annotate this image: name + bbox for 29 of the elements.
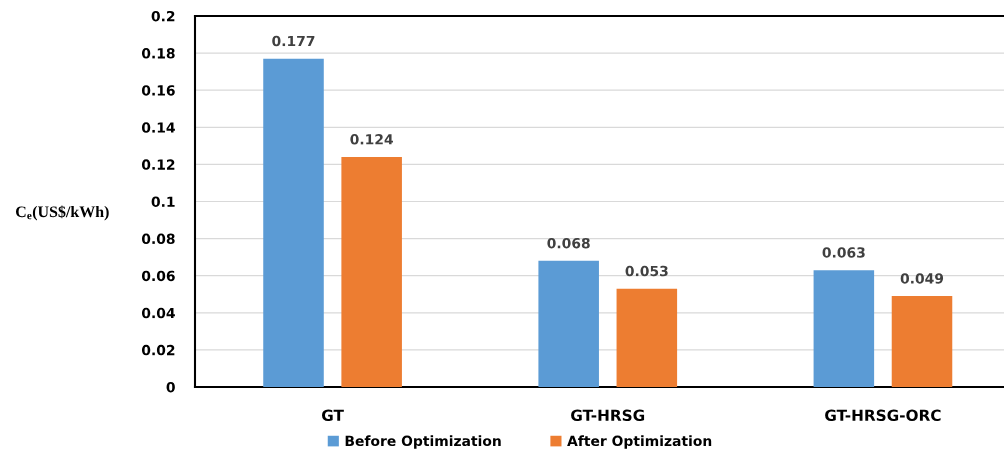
y-tick-label: 0.18: [141, 48, 175, 59]
data-label: 0.124: [350, 134, 393, 145]
y-tick-label: 0.04: [141, 307, 175, 319]
bar: [263, 58, 324, 387]
data-label: 0.068: [547, 237, 590, 249]
y-tick-label: 0.06: [141, 270, 175, 282]
y-tick-label: 0.16: [141, 85, 175, 96]
legend-label: After Optimization: [567, 435, 712, 449]
bar: [891, 296, 953, 387]
y-tick-label: 0.08: [141, 233, 175, 245]
y-tick-label: 0.02: [141, 344, 175, 356]
legend-label: Before Optimization: [345, 435, 501, 449]
y-tick-label: 0.2: [151, 10, 175, 22]
bar: [813, 270, 875, 387]
data-label: 0.049: [900, 273, 944, 284]
bar: [341, 156, 402, 387]
y-tick-label: 0.14: [141, 122, 175, 133]
x-tick-label: GT-HRSG-ORC: [825, 409, 941, 422]
bar: [616, 288, 678, 387]
y-axis-title: C$_{e}$(US$/kWh): [15, 205, 109, 221]
y-tick-label: 0.12: [141, 159, 175, 170]
bar: [538, 260, 599, 387]
x-tick-label: GT-HRSG: [571, 409, 645, 422]
data-label: 0.177: [272, 35, 315, 47]
y-tick-label: 0.1: [151, 196, 175, 207]
x-tick-label: GT: [322, 409, 344, 422]
data-label: 0.053: [625, 265, 668, 277]
y-tick-label: 0: [166, 381, 175, 393]
data-label: 0.063: [822, 247, 865, 258]
